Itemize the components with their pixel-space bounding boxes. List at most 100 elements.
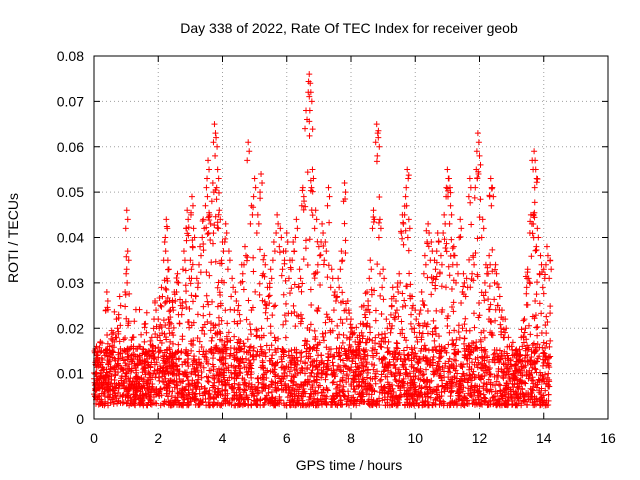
- data-point: [230, 284, 237, 291]
- data-point-background: [339, 376, 346, 383]
- data-point: [329, 275, 336, 282]
- data-point: [250, 193, 257, 200]
- data-point-spread: [466, 256, 473, 263]
- data-point-background: [227, 350, 234, 357]
- data-point-spread: [192, 390, 199, 397]
- data-point: [212, 152, 219, 159]
- data-point-spread: [420, 301, 427, 308]
- data-point-spread: [228, 383, 235, 390]
- data-point: [222, 220, 229, 227]
- data-point-spread: [189, 261, 196, 268]
- data-point-spread: [183, 288, 190, 295]
- data-point-background: [466, 363, 473, 370]
- data-point-spread: [231, 391, 238, 398]
- data-point-background: [354, 396, 361, 403]
- data-point-spread: [282, 300, 289, 307]
- data-point-spread: [221, 372, 228, 379]
- data-point-background: [452, 357, 459, 364]
- data-point-spread: [442, 284, 449, 291]
- data-point-background: [132, 396, 139, 403]
- data-point-background: [358, 359, 365, 366]
- data-point-spread: [260, 256, 267, 263]
- data-point-spread: [547, 303, 554, 310]
- data-point-spread: [280, 291, 287, 298]
- data-point-background: [245, 402, 252, 409]
- data-point-background: [236, 369, 243, 376]
- data-point-background: [224, 377, 231, 384]
- data-point-background: [320, 333, 327, 340]
- data-point-spread: [161, 384, 168, 391]
- data-point-background: [275, 385, 282, 392]
- data-point-background: [131, 318, 138, 325]
- data-point: [405, 216, 412, 223]
- data-point: [231, 307, 238, 314]
- data-point-background: [380, 385, 387, 392]
- data-point: [257, 189, 264, 196]
- data-point-spread: [500, 375, 507, 382]
- data-point-spread: [449, 337, 456, 344]
- data-point-spread: [467, 199, 474, 206]
- data-point: [139, 357, 146, 364]
- data-point-background: [299, 397, 306, 404]
- data-point-spread: [299, 280, 306, 287]
- data-point: [465, 193, 472, 200]
- data-point-spread: [195, 372, 202, 379]
- data-point: [330, 307, 337, 314]
- data-point: [463, 275, 470, 282]
- data-point-spread: [122, 373, 129, 380]
- data-point-spread: [272, 302, 279, 309]
- data-point: [400, 220, 407, 227]
- data-point-spread: [407, 281, 414, 288]
- data-point-spread: [183, 237, 190, 244]
- data-point-background: [518, 326, 525, 333]
- data-point-spread: [479, 360, 486, 367]
- data-point: [371, 216, 378, 223]
- data-point-spread: [175, 341, 182, 348]
- data-point-spread: [493, 378, 500, 385]
- data-point-background: [340, 357, 347, 364]
- data-point: [440, 229, 447, 236]
- data-point-background: [376, 402, 383, 409]
- data-point-background: [255, 379, 262, 386]
- data-point: [523, 284, 530, 291]
- data-point-background: [537, 391, 544, 398]
- data-point-background: [342, 393, 349, 400]
- data-point-spread: [314, 269, 321, 276]
- data-point-spread: [306, 93, 313, 100]
- data-point: [208, 198, 215, 205]
- y-tick-label: 0.03: [57, 275, 84, 291]
- data-point-spread: [357, 354, 364, 361]
- data-point-background: [278, 386, 285, 393]
- data-point-spread: [213, 342, 220, 349]
- data-point-background: [282, 380, 289, 387]
- data-point-spread: [181, 386, 188, 393]
- data-point: [437, 252, 444, 259]
- data-point-spread: [140, 365, 147, 372]
- data-point-spread: [256, 280, 263, 287]
- data-point-background: [315, 402, 322, 409]
- data-point: [153, 307, 160, 314]
- data-point-background: [381, 364, 388, 371]
- data-point-background: [422, 366, 429, 373]
- data-point-background: [509, 339, 516, 346]
- data-point-background: [193, 379, 200, 386]
- data-point: [349, 325, 355, 332]
- data-point: [479, 216, 486, 223]
- data-point: [278, 234, 285, 241]
- data-point-spread: [475, 314, 482, 321]
- data-point-spread: [375, 219, 382, 226]
- data-point-spread: [426, 384, 433, 391]
- data-point-background: [207, 327, 214, 334]
- data-point-background: [225, 364, 232, 371]
- data-point-spread: [363, 359, 370, 366]
- data-point: [108, 366, 115, 373]
- data-point: [135, 343, 142, 350]
- data-point-spread: [399, 330, 406, 337]
- data-point: [469, 270, 476, 277]
- data-point-spread: [403, 370, 410, 377]
- data-point: [218, 257, 225, 264]
- data-point-spread: [99, 381, 106, 388]
- data-point-background: [343, 372, 350, 379]
- data-point: [396, 270, 403, 277]
